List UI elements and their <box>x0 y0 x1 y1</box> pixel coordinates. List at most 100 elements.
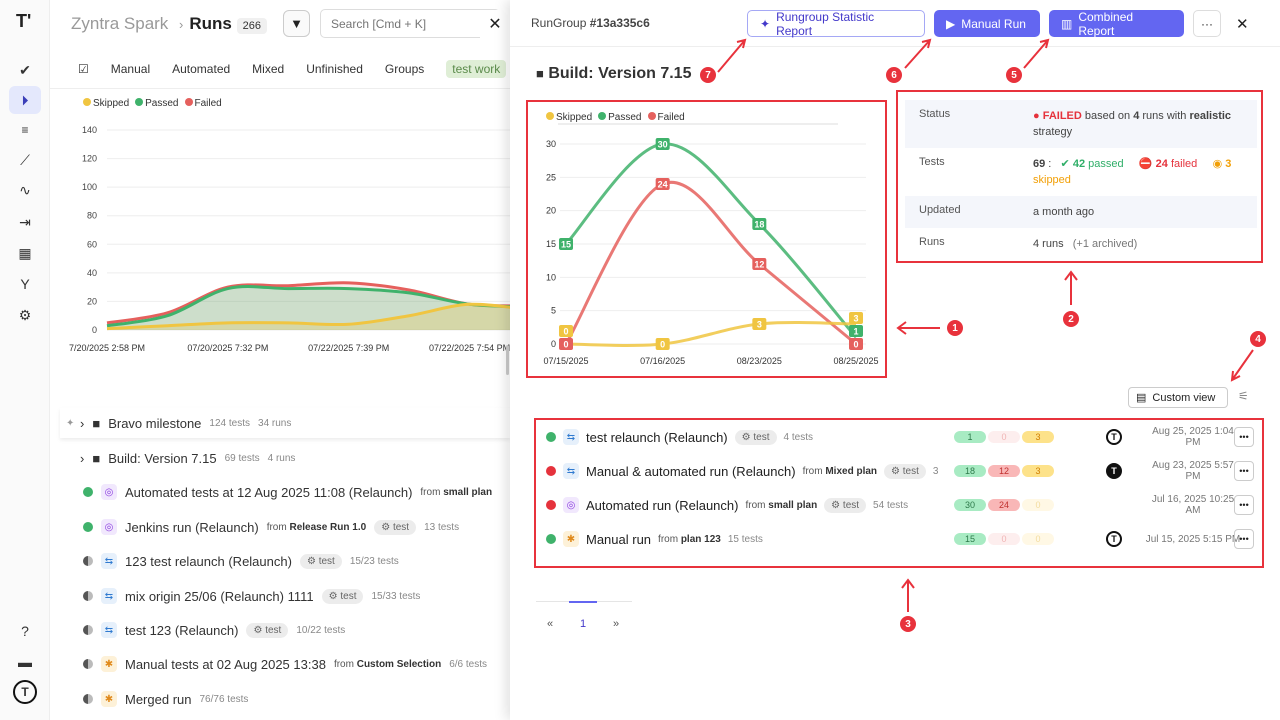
passed-count: 30 <box>954 499 986 511</box>
result-counters: 18 12 3 <box>954 465 1056 477</box>
automated-icon: ◎ <box>101 484 117 500</box>
annotation-box-info <box>896 90 1263 263</box>
rungroup-run-row[interactable]: ⇆ Manual & automated run (Relaunch) from M… <box>546 456 1254 486</box>
project-link[interactable]: Zyntra Spark <box>71 14 169 33</box>
runs-list-panel: Zyntra Spark › Runs 266 ▼ ✕ ☑ Manual Auto… <box>50 0 510 720</box>
next-page[interactable]: » <box>613 618 620 630</box>
run-row[interactable]: ◎ Jenkins run (Relaunch) from Release Run … <box>83 512 459 542</box>
annotation-2: 2 <box>1063 311 1079 327</box>
row-more-button[interactable]: ••• <box>1234 461 1254 481</box>
manual-icon: ✱ <box>101 691 117 707</box>
data-label-failed: 0 <box>853 340 858 350</box>
y-tick-label: 120 <box>82 154 97 164</box>
in-progress-status-icon <box>83 659 93 669</box>
report-icon[interactable]: ▦ <box>18 244 32 261</box>
x-tick-label: 08/23/2025 <box>737 356 782 366</box>
close-icon[interactable]: ✕ <box>480 10 510 38</box>
close-drawer-button[interactable]: ✕ <box>1236 15 1249 33</box>
skipped-count: 3 <box>1022 431 1054 443</box>
checklist-icon[interactable]: ≡ <box>21 123 29 137</box>
pulse-icon[interactable]: ∿ <box>19 181 31 198</box>
run-row[interactable]: ⇆ test 123 (Relaunch) ⚙ test 10/22 tests <box>83 615 345 645</box>
statistic-report-button[interactable]: ✦ Rungroup Statistic Report <box>747 10 925 38</box>
import-icon[interactable]: ⇥ <box>19 213 31 230</box>
user-avatar: T <box>1106 463 1122 479</box>
app-logo: T' <box>16 11 32 31</box>
annotation-6: 6 <box>886 67 902 83</box>
steps-icon[interactable]: ⟋ <box>20 151 30 168</box>
run-title: mix origin 25/06 (Relaunch) 1111 <box>125 588 314 604</box>
tab-automated[interactable]: Automated <box>172 62 231 76</box>
passed-status-icon <box>83 487 93 497</box>
run-row[interactable]: ◎ Automated tests at 12 Aug 2025 11:08 (R… <box>83 477 492 507</box>
passed-status-icon <box>546 432 556 442</box>
failed-count: 0 <box>988 533 1020 545</box>
filter-button[interactable]: ▼ <box>283 10 310 37</box>
rungroup-run-row[interactable]: ◎ Automated run (Relaunch) from small plan… <box>546 490 1254 520</box>
user-avatar: T <box>1106 429 1122 445</box>
manual-run-button[interactable]: ▶ Manual Run <box>934 10 1040 37</box>
y-tick-label: 20 <box>546 206 556 216</box>
folders-icon[interactable]: ▬ <box>18 654 32 670</box>
chart-legend: Skipped Passed Failed <box>83 98 222 109</box>
page-1[interactable]: 1 <box>580 618 587 630</box>
skipped-count: 0 <box>1022 533 1054 545</box>
data-label-bg <box>655 338 670 350</box>
group-row[interactable]: ✦ › ■ Bravo milestone 124 tests 34 runs <box>60 408 510 438</box>
check-icon[interactable]: ✔ <box>19 61 31 78</box>
rungroup-run-row[interactable]: ✱ Manual run from plan 123 15 tests 15 0 0 T J… <box>546 524 1254 554</box>
run-row[interactable]: ⇆ 123 test relaunch (Relaunch) ⚙ test 15/23… <box>83 546 399 576</box>
play-circle-icon[interactable]: ⏵ <box>9 86 41 114</box>
gear-icon[interactable]: ⚙ <box>18 306 32 323</box>
area-skipped <box>107 304 510 330</box>
tab-manual[interactable]: Manual <box>110 62 151 76</box>
resize-handle[interactable] <box>506 345 509 375</box>
run-date: Aug 23, 2025 5:57 PM <box>1152 460 1234 482</box>
search-input[interactable] <box>320 9 500 38</box>
run-title: Merged run <box>125 691 192 707</box>
mixed-icon: ⇆ <box>101 588 117 604</box>
sparkle-icon: ✦ <box>760 16 771 31</box>
passed-count: 18 <box>954 465 986 477</box>
run-row[interactable]: ✱ Manual tests at 02 Aug 2025 13:38 from C… <box>83 649 487 679</box>
select-icon[interactable]: ☑ <box>78 62 89 76</box>
run-row[interactable]: ⇆ mix origin 25/06 (Relaunch) 1111 ⚙ test 1… <box>83 581 420 611</box>
rungroup-run-row[interactable]: ⇆ test relaunch (Relaunch) ⚙ test 4 tests 1… <box>546 422 1254 452</box>
row-more-button[interactable]: ••• <box>1234 495 1254 515</box>
help-icon[interactable]: ? <box>21 623 29 639</box>
chevron-right-icon: › <box>80 415 85 431</box>
row-more-button[interactable]: ••• <box>1234 529 1254 549</box>
mixed-icon: ⇆ <box>101 622 117 638</box>
folder-icon: ■ <box>92 415 101 431</box>
failed-count: 24 <box>988 499 1020 511</box>
settings-sliders-icon[interactable]: ⚟ <box>1238 389 1249 403</box>
avatar[interactable]: T <box>13 680 37 704</box>
run-row[interactable]: ✱ Merged run 76/76 tests <box>83 684 248 714</box>
legend-skipped: Skipped <box>83 98 129 109</box>
row-more-button[interactable]: ••• <box>1234 427 1254 447</box>
group-row[interactable]: › ■ Build: Version 7.15 69 tests 4 runs <box>80 450 296 466</box>
result-counters: 15 0 0 <box>954 533 1056 545</box>
automated-icon: ◎ <box>563 497 579 513</box>
manual-icon: ✱ <box>563 531 579 547</box>
data-label-bg <box>559 325 573 337</box>
tab-groups[interactable]: Groups <box>384 62 425 76</box>
rungroup-drawer: RunGroup #13a335c6 ✦ Rungroup Statistic R… <box>510 0 1280 720</box>
play-icon: ▶ <box>946 16 956 31</box>
tag-test-work[interactable]: test work <box>446 60 507 78</box>
combined-report-button[interactable]: ▥ Combined Report <box>1049 10 1184 38</box>
prev-page[interactable]: « <box>547 618 554 630</box>
y-tick-label: 5 <box>551 306 556 316</box>
run-type-tabs: ☑ Manual Automated Mixed Unfinished Grou… <box>78 60 507 78</box>
in-progress-status-icon <box>83 556 93 566</box>
chart-legend: Skipped Passed Failed <box>546 112 685 123</box>
line-failed <box>564 180 857 346</box>
tab-unfinished[interactable]: Unfinished <box>306 62 363 76</box>
branch-icon[interactable]: Y <box>20 276 30 292</box>
custom-view-button[interactable]: ▤ Custom view <box>1128 387 1228 408</box>
more-button[interactable]: ··· <box>1193 10 1221 37</box>
tab-mixed[interactable]: Mixed <box>252 62 285 76</box>
failed-count: 0 <box>988 431 1020 443</box>
folder-icon: ■ <box>536 66 544 81</box>
